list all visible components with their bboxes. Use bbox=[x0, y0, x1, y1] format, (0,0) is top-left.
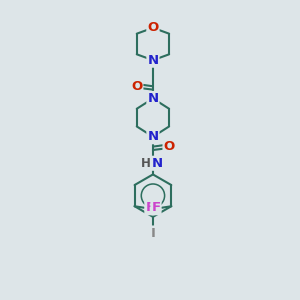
Text: I: I bbox=[151, 226, 155, 239]
Text: N: N bbox=[147, 92, 158, 105]
Text: O: O bbox=[131, 80, 142, 93]
Text: N: N bbox=[147, 130, 158, 143]
Text: O: O bbox=[164, 140, 175, 153]
Text: N: N bbox=[147, 54, 158, 67]
Text: H: H bbox=[141, 157, 151, 170]
Text: N: N bbox=[152, 157, 163, 170]
Text: F: F bbox=[152, 201, 160, 214]
Text: F: F bbox=[145, 201, 154, 214]
Text: O: O bbox=[147, 21, 159, 34]
